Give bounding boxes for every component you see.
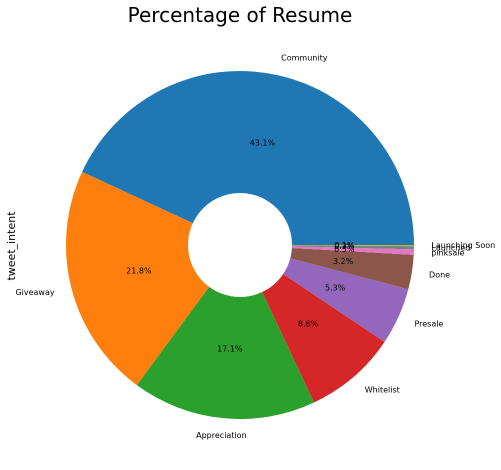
percent-label-launching-soon: 0.1% <box>334 241 355 250</box>
category-label-appreciation: Appreciation <box>196 431 247 440</box>
category-label-launched: Launched <box>431 244 470 253</box>
slice-launched <box>291 245 414 250</box>
percent-label-community: 43.1% <box>250 139 276 148</box>
category-label-launching-soon: Launching Soon <box>431 241 495 250</box>
category-label-whitelist: Whitelist <box>365 386 400 395</box>
pie-slices <box>66 71 414 419</box>
category-label-presale: Presale <box>414 319 443 328</box>
chart-title: Percentage of Resume <box>128 3 353 27</box>
percent-label-whitelist: 8.6% <box>298 320 319 329</box>
slice-whitelist <box>262 273 385 403</box>
category-label-pinksale: pinksale <box>431 248 464 257</box>
percent-label-appreciation: 17.1% <box>217 344 243 353</box>
pie-labels: Community 43.1% Giveaway 21.8% Appreciation 1… <box>15 54 495 440</box>
slice-giveaway <box>66 171 210 386</box>
slice-done <box>290 247 414 290</box>
percent-label-launched: 0.3% <box>334 242 355 251</box>
percent-label-done: 3.2% <box>333 257 354 266</box>
category-label-giveaway: Giveaway <box>15 288 54 297</box>
slice-appreciation <box>136 286 315 419</box>
percent-label-giveaway: 21.8% <box>126 266 152 275</box>
category-label-done: Done <box>429 270 450 279</box>
category-label-community: Community <box>281 54 328 63</box>
slice-pinksale <box>291 246 414 255</box>
slice-presale <box>283 258 409 342</box>
slice-launching-soon <box>291 245 414 247</box>
percent-label-presale: 5.3% <box>325 283 346 292</box>
percent-label-pinksale: 0.5% <box>334 245 355 254</box>
y-axis-label: tweet_intent <box>5 211 18 281</box>
slice-community <box>82 71 414 246</box>
